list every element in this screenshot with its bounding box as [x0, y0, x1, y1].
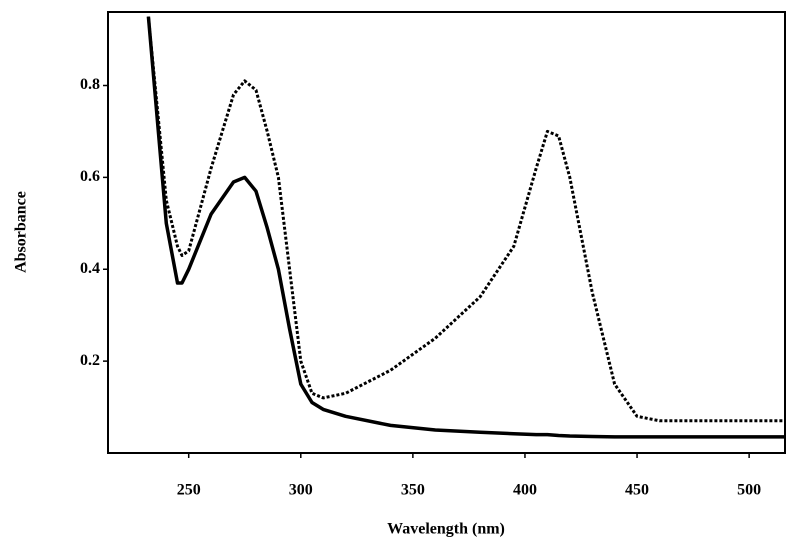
spectrum-line: [146, 16, 785, 423]
plot-frame: [107, 11, 786, 454]
y-axis-label: Absorbance: [13, 191, 30, 273]
spectrum-line: [146, 16, 785, 439]
x-tick-label: 400: [513, 482, 537, 499]
x-tick-label: 350: [401, 482, 425, 499]
x-tick-label: 300: [289, 482, 313, 499]
x-tick-label: 500: [737, 482, 761, 499]
y-tick-label: 0.4: [80, 260, 100, 277]
y-tick-label: 0.6: [80, 168, 100, 185]
x-tick-label: 250: [177, 482, 201, 499]
y-tick-label: 0.2: [80, 352, 100, 369]
x-tick-label: 450: [625, 482, 649, 499]
x-axis-label: Wavelength (nm): [387, 521, 505, 538]
y-tick-label: 0.8: [80, 76, 100, 93]
